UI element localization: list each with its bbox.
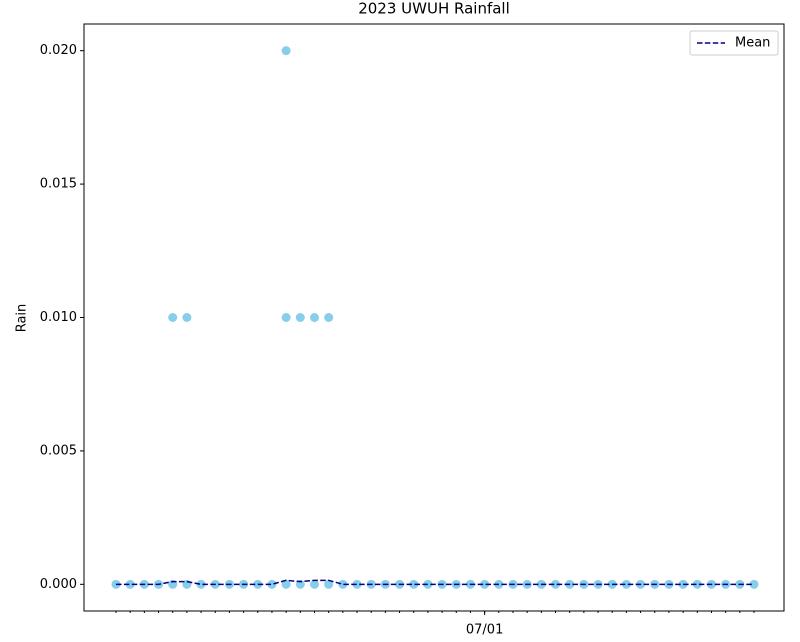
point	[295, 313, 305, 322]
point	[551, 579, 561, 589]
mean-line	[116, 579, 754, 586]
point	[324, 313, 334, 322]
legend-box	[689, 30, 779, 56]
point	[281, 46, 291, 56]
point	[125, 579, 135, 589]
point	[338, 579, 348, 589]
point	[267, 579, 277, 589]
point	[309, 579, 319, 589]
point	[182, 313, 192, 322]
y-axis-label: Rain	[15, 304, 30, 333]
legend-label: Mean	[735, 36, 770, 51]
x-tick-label: 07/01	[466, 623, 503, 638]
plot-frame	[83, 23, 785, 612]
y-tick-label: 0.010	[40, 310, 77, 325]
point	[423, 579, 433, 589]
point	[621, 579, 631, 589]
point	[352, 579, 362, 589]
y-tick-label: 0.005	[40, 443, 77, 458]
point	[692, 579, 702, 589]
point	[480, 579, 490, 589]
point	[409, 579, 419, 589]
point	[168, 313, 178, 322]
point	[196, 579, 206, 589]
point	[309, 313, 319, 322]
y-tick-label: 0.015	[40, 177, 77, 192]
point	[749, 579, 759, 589]
point	[281, 313, 291, 322]
point	[281, 579, 291, 589]
chart-title: 2023 UWUH Rainfall	[358, 0, 510, 18]
y-tick-label: 0.000	[40, 577, 77, 592]
y-tick-label: 0.020	[40, 43, 77, 58]
point	[324, 579, 334, 589]
